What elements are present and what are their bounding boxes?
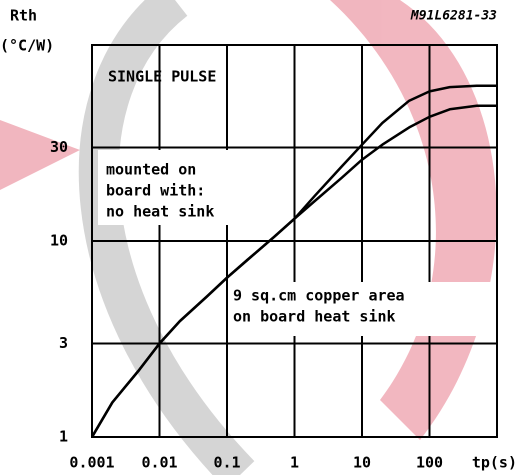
annotation: 9 sq.cm copper area	[233, 287, 405, 305]
annotation: board with:	[106, 182, 205, 200]
y-tick-label: 10	[50, 232, 68, 250]
watermark-shape	[0, 120, 80, 190]
y-tick-label: 1	[59, 428, 68, 446]
figure-code: M91L6281-33	[410, 9, 497, 24]
y-tick-label: 3	[59, 334, 68, 352]
watermark	[0, 0, 497, 475]
y-unit: (°C/W)	[0, 37, 54, 55]
data-line	[90, 104, 497, 438]
annotation: on board heat sink	[233, 308, 396, 326]
y-label: Rth	[10, 7, 37, 25]
x-tick-label: 0.001	[69, 454, 114, 472]
x-label: tp(s)	[472, 454, 517, 472]
annotation: SINGLE PULSE	[108, 68, 216, 86]
x-tick-label: 1	[290, 454, 299, 472]
annotation: mounted on	[106, 161, 196, 179]
watermark-shape	[330, 0, 497, 440]
x-tick-label: 100	[416, 454, 443, 472]
annotation-background	[98, 150, 280, 225]
annotation: no heat sink	[106, 203, 214, 221]
annotation-background	[228, 282, 496, 336]
y-tick-label: 30	[50, 138, 68, 156]
x-tick-label: 10	[353, 454, 371, 472]
x-tick-label: 0.1	[213, 454, 240, 472]
x-tick-label: 0.01	[141, 454, 177, 472]
